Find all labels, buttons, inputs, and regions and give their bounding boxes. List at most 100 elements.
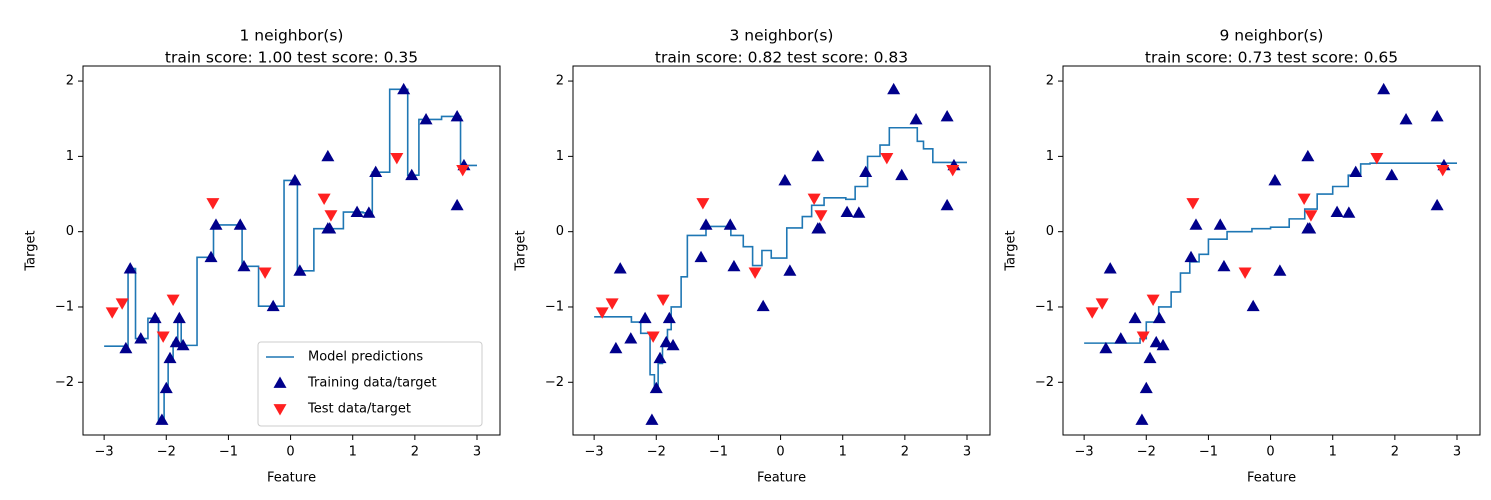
test-point — [946, 165, 960, 177]
test-point — [595, 307, 609, 319]
test-point — [1370, 152, 1384, 165]
test-point — [390, 152, 404, 165]
y-axis-label: Target — [1004, 230, 1019, 271]
x-tick-label: 2 — [411, 445, 419, 460]
training-point — [397, 82, 411, 95]
x-tick-label: 2 — [1391, 445, 1399, 460]
y-tick-label: −2 — [55, 375, 74, 390]
training-point — [727, 259, 741, 272]
x-tick-label: −3 — [585, 445, 604, 460]
y-axis-label: Target — [24, 230, 39, 271]
test-point — [656, 294, 670, 306]
test-point — [1146, 294, 1160, 306]
legend-box — [257, 341, 483, 427]
legend-label: Model predictions — [308, 350, 423, 365]
training-point — [1149, 335, 1163, 348]
training-point — [1303, 222, 1317, 234]
test-point — [456, 165, 470, 177]
training-point — [266, 299, 280, 312]
y-tick-label: 1 — [66, 149, 74, 164]
training-point — [321, 149, 335, 162]
training-point — [723, 218, 737, 230]
x-tick-label: −3 — [95, 445, 114, 460]
training-point — [1349, 165, 1363, 178]
test-point — [166, 294, 180, 306]
training-point — [450, 198, 464, 211]
y-tick-label: 2 — [66, 74, 74, 89]
y-tick-label: −2 — [545, 375, 564, 390]
training-point — [1135, 413, 1149, 425]
x-tick-label: −2 — [647, 445, 666, 460]
y-axis-label: Target — [514, 230, 529, 271]
training-point — [1430, 109, 1444, 122]
test-point — [814, 210, 828, 222]
plot-frame — [1062, 65, 1481, 436]
x-tick-label: 3 — [963, 445, 971, 460]
training-point — [169, 335, 183, 348]
training-point — [694, 250, 708, 263]
x-axis-label: Feature — [757, 471, 806, 486]
training-point — [662, 311, 676, 324]
x-axis-label: Feature — [267, 471, 316, 486]
training-point — [237, 259, 251, 272]
training-point — [756, 299, 770, 312]
training-point — [811, 149, 825, 162]
training-point — [1139, 381, 1153, 394]
training-point — [1246, 299, 1260, 312]
training-point — [1103, 262, 1117, 274]
test-point — [1238, 267, 1252, 279]
training-point — [813, 222, 827, 234]
training-point — [362, 206, 376, 218]
training-point — [159, 381, 173, 394]
test-point — [1297, 193, 1311, 206]
x-tick-label: 2 — [901, 445, 909, 460]
x-tick-label: 1 — [839, 445, 847, 460]
test-point — [605, 298, 619, 310]
training-point — [176, 338, 190, 351]
test-point — [156, 331, 170, 343]
test-point — [646, 331, 660, 343]
training-point — [288, 173, 302, 186]
y-tick-label: −1 — [545, 299, 564, 314]
prediction-line — [1084, 162, 1458, 344]
training-point — [1342, 206, 1356, 218]
y-tick-label: 0 — [556, 224, 564, 239]
training-point — [1430, 198, 1444, 211]
legend-label: Training data/target — [307, 376, 437, 391]
training-point — [1114, 332, 1128, 344]
training-point — [172, 311, 186, 324]
training-point — [852, 206, 866, 218]
y-tick-label: −1 — [1035, 299, 1054, 314]
training-point — [783, 264, 797, 276]
test-point — [324, 210, 338, 222]
training-point — [859, 165, 873, 178]
training-point — [1128, 311, 1142, 324]
training-point — [609, 341, 623, 354]
training-point — [119, 341, 133, 354]
training-point — [419, 112, 433, 125]
training-point — [638, 311, 652, 324]
test-point — [258, 267, 272, 279]
chart-subtitle: train score: 0.82 test score: 0.83 — [655, 49, 908, 67]
x-tick-label: 0 — [286, 445, 294, 460]
training-point — [699, 218, 713, 230]
training-point — [148, 311, 162, 324]
training-point — [1099, 341, 1113, 354]
training-point — [624, 332, 638, 344]
training-point — [909, 112, 923, 125]
subplot: 3 neighbor(s) train score: 0.82 test scor… — [514, 27, 991, 486]
chart-title: 3 neighbor(s) — [730, 27, 834, 45]
x-tick-label: −1 — [709, 445, 728, 460]
test-point — [1186, 198, 1200, 210]
training-point — [778, 173, 792, 186]
training-point — [323, 222, 337, 234]
legend-marker — [273, 404, 287, 416]
prediction-line — [594, 126, 968, 391]
test-point — [206, 198, 220, 210]
training-point — [1213, 218, 1227, 230]
training-point — [1152, 311, 1166, 324]
test-point — [748, 267, 762, 279]
test-point — [1304, 210, 1318, 222]
y-tick-label: −2 — [1035, 375, 1054, 390]
